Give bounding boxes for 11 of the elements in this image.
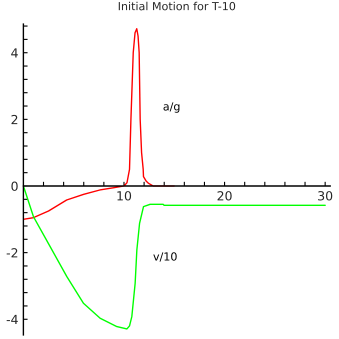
y-tick-label: -4 xyxy=(6,314,18,324)
chart-title: Initial Motion for T-10 xyxy=(118,2,236,10)
series-label: v/10 xyxy=(153,252,177,262)
text: a/g xyxy=(164,102,180,113)
y-tick-label: 4 xyxy=(11,48,18,58)
x-tick-label: 10 xyxy=(117,191,132,201)
x-tick-label: 30 xyxy=(318,191,332,201)
y-tick-label: 0 xyxy=(11,181,18,191)
x-tick-label: 20 xyxy=(218,191,232,201)
y-tick-label: 2 xyxy=(11,114,18,124)
y-tick-label: -2 xyxy=(6,248,18,258)
